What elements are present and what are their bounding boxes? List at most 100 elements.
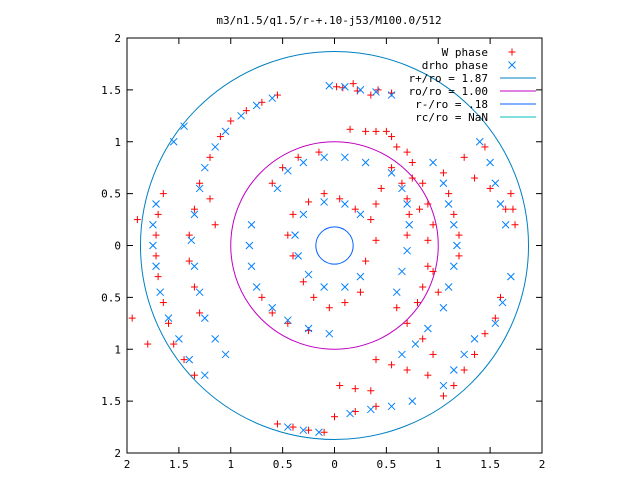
w-phase-point xyxy=(154,273,162,281)
drho-phase-point xyxy=(356,272,365,281)
drho-phase-point xyxy=(501,220,510,229)
w-phase-point xyxy=(331,413,338,421)
x-tick-label: 2 xyxy=(124,458,131,471)
drho-phase-point xyxy=(444,283,453,291)
w-phase-point xyxy=(372,236,380,244)
drho-phase-point xyxy=(361,158,370,167)
drho-phase-point-d2 xyxy=(221,350,230,359)
drho-phase-point xyxy=(439,381,448,390)
w-phase-point xyxy=(419,283,427,291)
w-phase-point xyxy=(460,366,468,374)
w-phase-point xyxy=(393,304,401,312)
drho-phase-point xyxy=(424,324,432,333)
legend-marker xyxy=(508,61,516,69)
drho-phase-point xyxy=(190,210,199,219)
drho-phase-point-d2 xyxy=(475,137,484,146)
drho-phase-point xyxy=(299,158,308,167)
drho-phase-point-d2 xyxy=(294,252,303,260)
drho-phase-point-d2 xyxy=(411,340,420,348)
drho-phase-point-d2 xyxy=(252,101,261,110)
w-phase-point xyxy=(258,293,266,301)
w-phase-point xyxy=(460,153,468,161)
drho-phase-point-d2 xyxy=(200,314,209,322)
drho-phase-point xyxy=(470,335,479,343)
drho-phase-point xyxy=(268,94,277,103)
drho-phase-point-d2 xyxy=(439,303,448,312)
drho-phase-point-d2 xyxy=(247,262,256,271)
drho-phase-point xyxy=(403,200,411,208)
drho-phase-point-d2 xyxy=(299,210,308,219)
w-phase-point xyxy=(206,195,214,203)
radius-circle xyxy=(230,141,439,350)
drho-phase-point-d2 xyxy=(460,350,469,359)
drho-phase-point xyxy=(304,324,313,333)
drho-phase-point-d2 xyxy=(392,288,401,297)
w-phase-point xyxy=(486,184,494,192)
drho-phase-point-d2 xyxy=(387,402,396,411)
legend-label: rc/ro = NaN xyxy=(415,111,488,124)
w-phase-point xyxy=(185,257,193,265)
w-phase-point xyxy=(315,148,323,156)
drho-phase-point-d2 xyxy=(245,241,254,250)
w-phase-point xyxy=(165,319,172,327)
drho-phase-point xyxy=(325,329,334,338)
x-tick-label: 1 xyxy=(435,458,442,471)
drho-phase-point-d2 xyxy=(237,111,245,120)
drho-phase-point-d2 xyxy=(291,231,299,239)
drho-phase-point xyxy=(299,426,308,435)
radius-circles xyxy=(139,50,530,441)
x-tick-label: 0 xyxy=(331,458,338,471)
drho-phase-point-d2 xyxy=(211,335,220,343)
drho-phase-point xyxy=(245,241,254,250)
drho-phase-point-d2 xyxy=(403,200,411,208)
drho-phase-point xyxy=(185,355,194,364)
drho-phase-point-d2 xyxy=(185,355,194,364)
drho-phase-point xyxy=(366,405,375,414)
data-points xyxy=(128,80,519,437)
drho-phase-point xyxy=(398,350,406,359)
y-tick-label: 0 xyxy=(114,240,121,253)
drho-phase-point xyxy=(211,335,220,343)
drho-phase-point-d2 xyxy=(439,381,448,390)
drho-phase-point-d2 xyxy=(190,210,199,219)
legend-marker-d2 xyxy=(508,61,516,69)
drho-phase-point-d2 xyxy=(221,127,230,136)
drho-phase-point xyxy=(356,86,365,94)
drho-phase-point-d2 xyxy=(195,184,204,193)
drho-phase-point xyxy=(387,91,396,99)
w-phase-point xyxy=(393,143,401,151)
w-phase-point xyxy=(388,133,396,141)
drho-phase-point-d2 xyxy=(356,86,365,94)
drho-phase-point-d2 xyxy=(439,179,448,188)
drho-phase-point-d2 xyxy=(366,405,375,414)
w-phase-point xyxy=(336,382,344,390)
drho-phase-point-d2 xyxy=(247,220,256,229)
w-phase-point xyxy=(144,340,152,348)
drho-phase-point-d2 xyxy=(169,137,178,146)
w-phase-point xyxy=(289,252,297,260)
drho-phase-point xyxy=(200,314,209,322)
drho-phase-point xyxy=(341,153,349,162)
drho-phase-point xyxy=(268,303,277,312)
w-phase-point xyxy=(424,371,432,379)
x-tick-label: 0.5 xyxy=(273,458,293,471)
drho-phase-point-d2 xyxy=(252,283,261,291)
drho-phase-point xyxy=(387,169,396,177)
w-phase-point xyxy=(416,205,424,213)
drho-phase-point-d2 xyxy=(320,198,328,206)
w-phase-point xyxy=(511,221,519,229)
x-tick-label: 2 xyxy=(539,458,546,471)
drho-phase-point xyxy=(200,371,209,380)
drho-phase-point xyxy=(237,111,245,120)
drho-phase-point-d2 xyxy=(211,143,220,151)
drho-phase-point xyxy=(152,262,160,271)
w-phase-point xyxy=(403,195,411,203)
drho-phase-point-d2 xyxy=(200,163,209,172)
w-phase-point xyxy=(403,366,411,374)
w-phase-point xyxy=(294,153,302,161)
drho-phase-point xyxy=(187,236,196,245)
drho-phase-point-d2 xyxy=(341,82,349,91)
drho-phase-point-d2 xyxy=(299,426,308,435)
drho-phase-point-d2 xyxy=(424,324,432,333)
